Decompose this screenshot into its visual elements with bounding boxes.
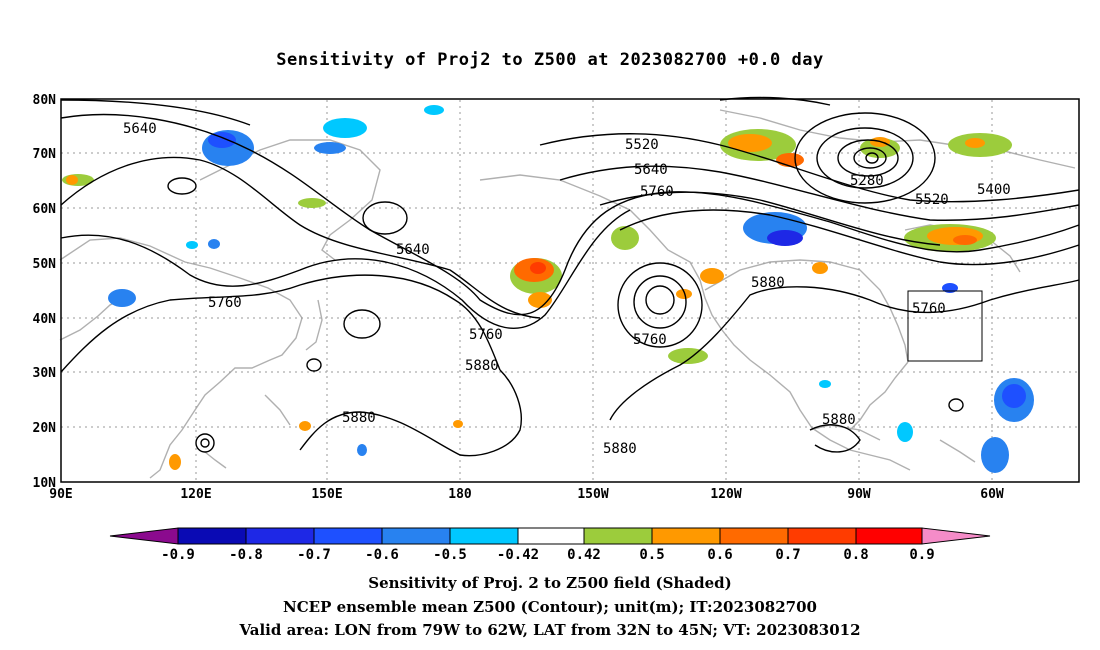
contour-label: 5400 bbox=[977, 182, 1011, 198]
colorbar-tick: 0.5 bbox=[639, 547, 664, 563]
contour-label: 5880 bbox=[603, 441, 637, 457]
contour-label: 5760 bbox=[912, 301, 946, 317]
lat-label: 80N bbox=[33, 93, 57, 108]
contour-label: 5760 bbox=[208, 295, 242, 311]
colorbar-tick: -0.9 bbox=[161, 547, 195, 563]
lon-label: 90W bbox=[847, 487, 871, 502]
colorbar-swatch bbox=[517, 527, 585, 545]
contour-label: 5880 bbox=[342, 410, 376, 426]
contour-label: 5520 bbox=[915, 192, 949, 208]
lat-label: 60N bbox=[33, 202, 57, 217]
lon-label: 120W bbox=[710, 487, 741, 502]
contour-label: 5880 bbox=[751, 275, 785, 291]
colorbar-tick: -0.8 bbox=[229, 547, 263, 563]
colorbar-tick: -0.6 bbox=[365, 547, 399, 563]
contour-label: 5640 bbox=[396, 242, 430, 258]
colorbar-tick: -0.7 bbox=[297, 547, 331, 563]
caption-line-2: NCEP ensemble mean Z500 (Contour); unit(… bbox=[283, 598, 817, 616]
sensitivity-shading bbox=[62, 105, 1034, 473]
lat-label: 50N bbox=[33, 257, 57, 272]
lon-label: 90E bbox=[49, 487, 72, 502]
contour-label: 5760 bbox=[633, 332, 667, 348]
colorbar-swatch bbox=[583, 527, 653, 545]
contour-label: 5520 bbox=[625, 137, 659, 153]
colorbar-tick: 0.6 bbox=[707, 547, 732, 563]
colorbar-swatch bbox=[651, 527, 721, 545]
contour-label: 5640 bbox=[634, 162, 668, 178]
lat-label: 30N bbox=[33, 366, 57, 381]
colorbar-swatch bbox=[855, 527, 923, 545]
coastlines bbox=[59, 109, 1076, 479]
contour-label: 5880 bbox=[822, 412, 856, 428]
lon-label: 150W bbox=[577, 487, 608, 502]
lat-label: 20N bbox=[33, 421, 57, 436]
colorbar-tick: -0.5 bbox=[433, 547, 467, 563]
map-title: Sensitivity of Proj2 to Z500 at 20230827… bbox=[276, 50, 824, 70]
contour-label: 5280 bbox=[850, 173, 884, 189]
colorbar-swatch bbox=[719, 527, 789, 545]
lat-label: 10N bbox=[33, 476, 57, 491]
contour-label: 5760 bbox=[640, 184, 674, 200]
colorbar-swatch bbox=[449, 527, 519, 545]
z500-contours bbox=[60, 96, 1080, 457]
lon-label: 180 bbox=[448, 487, 472, 502]
contour-label: 5880 bbox=[465, 358, 499, 374]
lat-label: 40N bbox=[33, 312, 57, 327]
colorbar-max-arrow bbox=[921, 527, 991, 545]
colorbar-swatch bbox=[787, 527, 857, 545]
lon-label: 60W bbox=[980, 487, 1004, 502]
colorbar-tick: -0.42 bbox=[497, 547, 539, 563]
colorbar-tick: 0.7 bbox=[775, 547, 800, 563]
contour-label: 5640 bbox=[123, 121, 157, 137]
colorbar-tick: 0.9 bbox=[909, 547, 934, 563]
valid-area-box bbox=[907, 290, 983, 362]
colorbar-swatch bbox=[381, 527, 451, 545]
lat-label: 70N bbox=[33, 147, 57, 162]
lon-label: 150E bbox=[311, 487, 342, 502]
colorbar-min-arrow bbox=[109, 527, 179, 545]
colorbar bbox=[109, 527, 991, 545]
map-frame bbox=[60, 98, 1080, 483]
colorbar-swatch bbox=[245, 527, 315, 545]
colorbar-tick: 0.42 bbox=[567, 547, 601, 563]
colorbar-swatch bbox=[177, 527, 247, 545]
caption-line-1: Sensitivity of Proj. 2 to Z500 field (Sh… bbox=[368, 574, 732, 592]
lon-label: 120E bbox=[180, 487, 211, 502]
colorbar-tick: 0.8 bbox=[843, 547, 868, 563]
contour-label: 5760 bbox=[469, 327, 503, 343]
colorbar-swatch bbox=[313, 527, 383, 545]
caption-line-3: Valid area: LON from 79W to 62W, LAT fro… bbox=[239, 621, 861, 639]
